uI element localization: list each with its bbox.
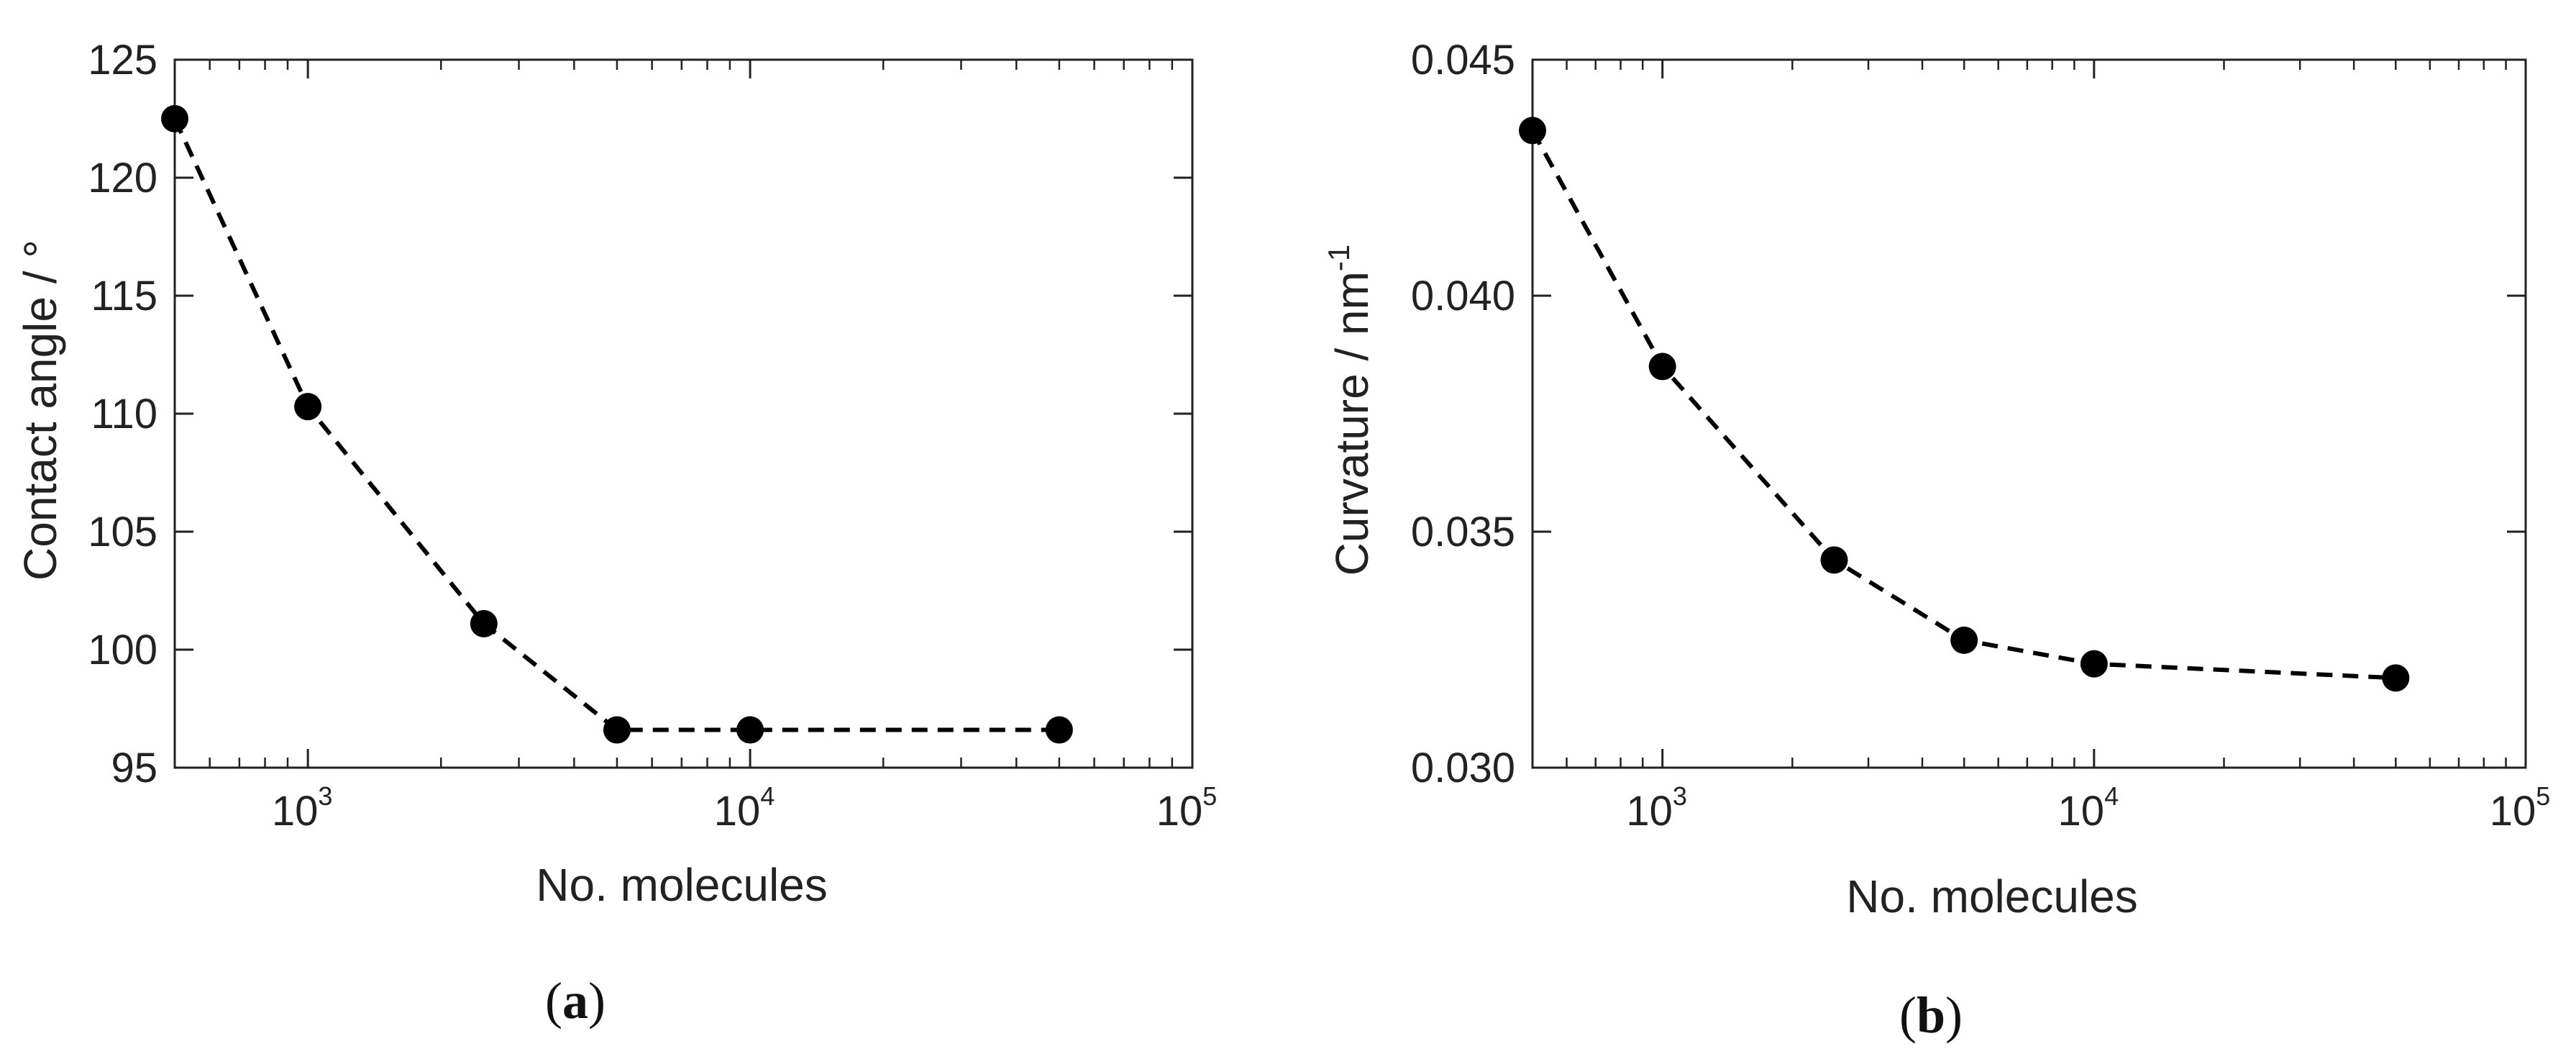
y-tick-label: 100: [88, 627, 157, 673]
x-tick-label: 105: [1156, 781, 1218, 835]
data-point: [1820, 546, 1848, 574]
x-tick-label-base: 10: [2058, 788, 2105, 835]
x-tick-label: 105: [2490, 781, 2551, 835]
panel-b-y-axis-label-main: Curvature / nm: [1326, 271, 1378, 576]
y-tick-label: 105: [88, 509, 157, 555]
panel-b-y-tick-labels: 0.030 0.035 0.040 0.045: [1411, 37, 1515, 791]
panel-b-minor-ticks: [1531, 60, 2507, 768]
panel-b-series-line: [1530, 129, 2396, 681]
data-point: [1045, 716, 1073, 744]
data-point: [2080, 650, 2108, 678]
y-tick-label: 0.035: [1411, 509, 1515, 555]
panel-b-plot-frame: [1531, 58, 2527, 769]
data-point: [603, 716, 631, 744]
data-point: [1950, 626, 1978, 654]
panel-b-major-ticks: [1533, 58, 2527, 769]
data-point: [1519, 117, 1546, 145]
x-tick-label: 103: [1626, 781, 1687, 835]
data-point: [294, 393, 322, 421]
x-tick-label-base: 10: [272, 788, 319, 835]
x-tick-label-exponent: 4: [2104, 781, 2119, 811]
panel-b-x-tick-labels: 103 104 105: [1626, 781, 2550, 835]
x-tick-label-exponent: 5: [1202, 781, 1217, 811]
panel-a-caption: (a): [545, 972, 606, 1030]
panel-a-plot-frame: [173, 58, 1194, 769]
x-tick-label-base: 10: [1156, 788, 1203, 835]
panel-b-x-axis-label: No. molecules: [1846, 871, 2138, 922]
panel-a-major-ticks: [175, 58, 1194, 769]
x-tick-label-exponent: 5: [2536, 781, 2550, 811]
x-tick-label-base: 10: [1626, 788, 1673, 835]
panel-b-y-axis-label: Curvature / nm-1: [1322, 245, 1378, 576]
x-tick-label: 104: [714, 781, 775, 835]
panel-b-y-axis-label-superscript: -1: [1322, 245, 1356, 271]
data-point: [161, 105, 188, 132]
y-tick-label: 0.040: [1411, 273, 1515, 319]
y-tick-label: 0.045: [1411, 37, 1515, 83]
y-tick-label: 95: [111, 745, 157, 791]
y-tick-label: 0.030: [1411, 745, 1515, 791]
x-tick-label-exponent: 3: [1673, 781, 1687, 811]
y-tick-label: 120: [88, 155, 157, 201]
data-point: [1648, 353, 1676, 381]
y-tick-label: 115: [91, 273, 157, 319]
x-tick-label-exponent: 3: [318, 781, 332, 811]
x-tick-label-base: 10: [714, 788, 761, 835]
panel-a-caption-letter: a: [562, 972, 588, 1030]
panel-a-x-axis-label: No. molecules: [536, 859, 828, 911]
panel-b-data-points: [1519, 117, 2410, 692]
panel-a-y-tick-labels: 95 100 105 110 115 120 125: [88, 37, 157, 791]
y-tick-label: 125: [88, 37, 157, 83]
y-tick-label: 110: [91, 391, 157, 437]
panel-b-caption: (b): [1899, 986, 1963, 1044]
data-point: [2382, 664, 2410, 692]
data-point: [736, 716, 764, 744]
panel-a-y-axis-label: Contact angle / °: [14, 240, 66, 581]
panel-a-minor-ticks: [173, 60, 1174, 768]
x-tick-label-exponent: 4: [760, 781, 775, 811]
panel-b-caption-letter: b: [1917, 986, 1945, 1044]
x-tick-label: 103: [272, 781, 333, 835]
x-tick-label-base: 10: [2490, 788, 2536, 835]
panel-a-series-line: [173, 117, 1059, 732]
panel-a-data-points: [161, 105, 1073, 744]
panel-a-x-tick-labels: 103 104 105: [272, 781, 1217, 835]
x-tick-label: 104: [2058, 781, 2119, 835]
data-point: [470, 609, 498, 637]
